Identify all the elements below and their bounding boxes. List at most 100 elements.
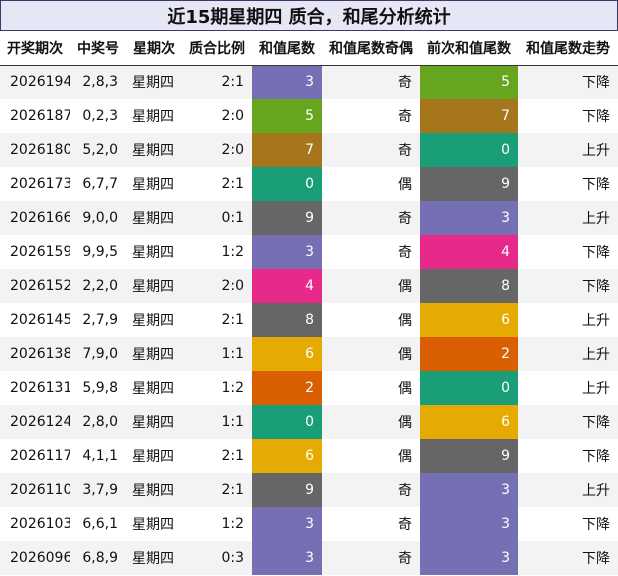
cell-ratio: 1:2 [182,507,252,541]
cell-numbers: 2,8,3 [70,65,126,99]
cell-parity: 偶 [322,269,420,303]
cell-tail: 7 [252,133,322,167]
header-tail: 和值尾数 [252,31,322,66]
cell-issue: 2026124 [0,405,70,439]
cell-weekday: 星期四 [126,439,182,473]
table-row: 2026131 5,9,8 星期四 1:2 2 偶 0 上升 [0,371,618,405]
table-row: 2026159 9,9,5 星期四 1:2 3 奇 4 下降 [0,235,618,269]
cell-prev-tail: 3 [420,473,518,507]
table-row: 2026110 3,7,9 星期四 2:1 9 奇 3 上升 [0,473,618,507]
cell-prev-tail: 2 [420,337,518,371]
cell-parity: 偶 [322,303,420,337]
cell-prev-tail: 5 [420,65,518,99]
table-row: 2026173 6,7,7 星期四 2:1 0 偶 9 下降 [0,167,618,201]
cell-issue: 2026187 [0,99,70,133]
cell-prev-tail: 9 [420,439,518,473]
cell-trend: 下降 [518,405,618,439]
cell-weekday: 星期四 [126,541,182,575]
cell-issue: 2026180 [0,133,70,167]
cell-issue: 2026103 [0,507,70,541]
cell-numbers: 9,9,5 [70,235,126,269]
cell-numbers: 6,6,1 [70,507,126,541]
cell-ratio: 1:1 [182,405,252,439]
cell-weekday: 星期四 [126,337,182,371]
cell-trend: 上升 [518,371,618,405]
cell-tail: 9 [252,201,322,235]
cell-tail: 3 [252,65,322,99]
cell-issue: 2026194 [0,65,70,99]
cell-parity: 偶 [322,167,420,201]
cell-weekday: 星期四 [126,303,182,337]
cell-tail: 8 [252,303,322,337]
cell-prev-tail: 0 [420,371,518,405]
cell-weekday: 星期四 [126,507,182,541]
header-row: 开奖期次 中奖号 星期次 质合比例 和值尾数 和值尾数奇偶 前次和值尾数 和值尾… [0,31,618,66]
cell-trend: 下降 [518,507,618,541]
cell-numbers: 2,2,0 [70,269,126,303]
header-prev-tail: 前次和值尾数 [420,31,518,66]
cell-prev-tail: 6 [420,303,518,337]
header-issue: 开奖期次 [0,31,70,66]
cell-weekday: 星期四 [126,405,182,439]
cell-trend: 上升 [518,337,618,371]
cell-trend: 下降 [518,65,618,99]
cell-prev-tail: 3 [420,507,518,541]
cell-numbers: 6,7,7 [70,167,126,201]
cell-issue: 2026152 [0,269,70,303]
cell-tail: 9 [252,473,322,507]
table-row: 2026166 9,0,0 星期四 0:1 9 奇 3 上升 [0,201,618,235]
cell-weekday: 星期四 [126,99,182,133]
cell-trend: 下降 [518,235,618,269]
cell-numbers: 5,9,8 [70,371,126,405]
header-ratio: 质合比例 [182,31,252,66]
cell-ratio: 2:1 [182,65,252,99]
cell-weekday: 星期四 [126,269,182,303]
cell-parity: 奇 [322,201,420,235]
cell-tail: 6 [252,439,322,473]
cell-trend: 下降 [518,541,618,575]
cell-tail: 6 [252,337,322,371]
cell-weekday: 星期四 [126,167,182,201]
cell-tail: 4 [252,269,322,303]
table-row: 2026117 4,1,1 星期四 2:1 6 偶 9 下降 [0,439,618,473]
cell-issue: 2026110 [0,473,70,507]
cell-tail: 0 [252,167,322,201]
cell-parity: 偶 [322,371,420,405]
cell-weekday: 星期四 [126,473,182,507]
cell-numbers: 6,8,9 [70,541,126,575]
cell-parity: 奇 [322,133,420,167]
cell-issue: 2026159 [0,235,70,269]
cell-numbers: 0,2,3 [70,99,126,133]
cell-parity: 偶 [322,439,420,473]
cell-parity: 偶 [322,337,420,371]
cell-prev-tail: 4 [420,235,518,269]
cell-numbers: 9,0,0 [70,201,126,235]
cell-issue: 2026117 [0,439,70,473]
cell-parity: 奇 [322,235,420,269]
cell-ratio: 2:0 [182,99,252,133]
cell-prev-tail: 3 [420,201,518,235]
header-parity: 和值尾数奇偶 [322,31,420,66]
cell-ratio: 2:1 [182,473,252,507]
cell-weekday: 星期四 [126,133,182,167]
cell-prev-tail: 8 [420,269,518,303]
cell-ratio: 2:1 [182,167,252,201]
cell-weekday: 星期四 [126,201,182,235]
cell-numbers: 5,2,0 [70,133,126,167]
cell-ratio: 2:0 [182,133,252,167]
cell-tail: 3 [252,541,322,575]
cell-issue: 2026096 [0,541,70,575]
cell-numbers: 4,1,1 [70,439,126,473]
cell-parity: 偶 [322,405,420,439]
cell-prev-tail: 6 [420,405,518,439]
cell-issue: 2026173 [0,167,70,201]
cell-issue: 2026145 [0,303,70,337]
cell-numbers: 2,7,9 [70,303,126,337]
cell-parity: 奇 [322,99,420,133]
cell-prev-tail: 7 [420,99,518,133]
table-row: 2026180 5,2,0 星期四 2:0 7 奇 0 上升 [0,133,618,167]
header-trend: 和值尾数走势 [518,31,618,66]
cell-ratio: 2:1 [182,303,252,337]
cell-ratio: 1:1 [182,337,252,371]
header-numbers: 中奖号 [70,31,126,66]
